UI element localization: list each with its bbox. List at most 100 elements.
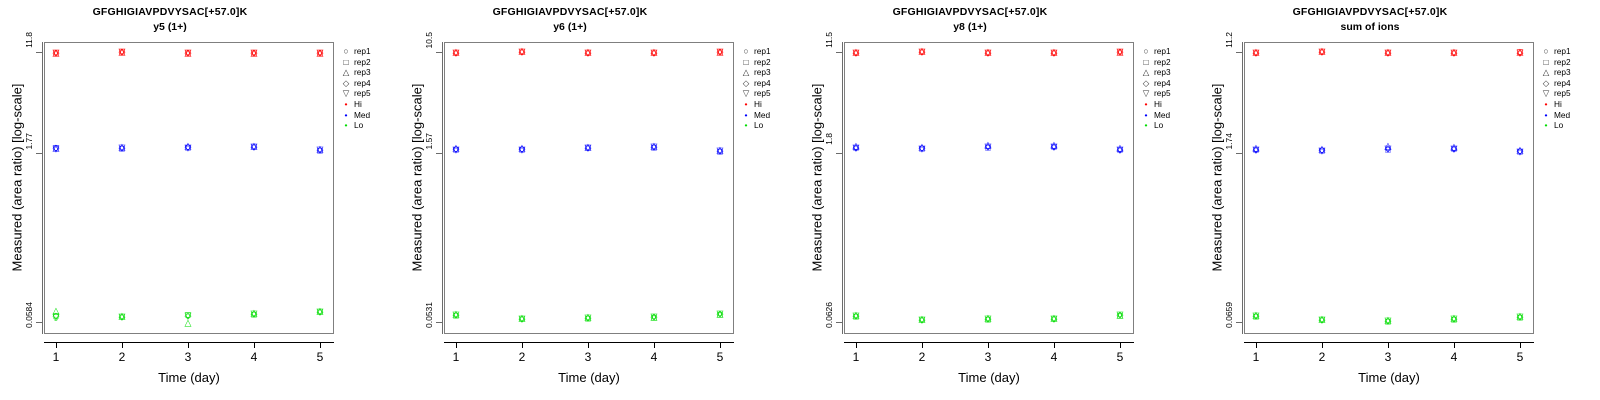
data-point: ◇ — [716, 145, 724, 156]
data-point: □ — [519, 313, 525, 324]
data-point: △ — [716, 144, 724, 155]
data-point: ◇ — [1252, 144, 1260, 155]
y-axis-tick-label: 1.8 — [824, 133, 834, 145]
data-point: ◇ — [584, 47, 592, 58]
y-axis-tick — [36, 153, 42, 155]
data-point: △ — [1050, 312, 1058, 323]
data-point: ▽ — [984, 141, 992, 152]
data-point: ▽ — [518, 144, 526, 155]
legend-item-rep2[interactable]: □ rep2 — [740, 57, 770, 68]
data-point: ▽ — [52, 47, 60, 58]
data-point: ▽ — [118, 142, 126, 153]
legend-item-hi[interactable]: • Hi — [340, 99, 371, 110]
data-point: ▽ — [1384, 315, 1392, 326]
x-axis-tick — [1520, 342, 1522, 348]
square-open-icon: □ — [343, 56, 349, 67]
legend-item-rep3[interactable]: △ rep3 — [740, 67, 771, 78]
data-point: □ — [985, 142, 991, 153]
data-point: □ — [651, 142, 657, 153]
data-point: ▽ — [316, 306, 324, 317]
legend-item-rep5[interactable]: ▽ rep5 — [1540, 88, 1571, 99]
legend-item-rep1[interactable]: ○ rep1 — [1140, 46, 1170, 57]
legend-item-rep4[interactable]: ◇ rep4 — [1540, 78, 1571, 89]
data-point: ▽ — [852, 142, 860, 153]
data-point: △ — [452, 308, 460, 319]
legend-item-rep3[interactable]: △ rep3 — [1140, 67, 1171, 78]
legend-item-rep3[interactable]: △ rep3 — [340, 67, 371, 78]
legend-item-lo[interactable]: • Lo — [740, 120, 771, 131]
legend-item-rep4[interactable]: ◇ rep4 — [740, 78, 771, 89]
legend-item-med[interactable]: • Med — [1540, 110, 1571, 121]
data-point: ○ — [1517, 47, 1523, 58]
legend-item-rep1[interactable]: ○ rep1 — [740, 46, 771, 57]
y-axis-tick — [36, 52, 42, 54]
data-point: ○ — [651, 311, 657, 322]
data-point: ○ — [53, 143, 59, 154]
legend-item-med[interactable]: • Med — [740, 110, 771, 121]
data-point: ▽ — [918, 314, 926, 325]
data-point: △ — [918, 45, 926, 56]
legend-item-label: rep1 — [754, 46, 771, 56]
data-point: ◇ — [118, 311, 126, 322]
x-axis-label: Time (day) — [958, 370, 1020, 385]
legend-item-rep4[interactable]: ◇ rep4 — [340, 78, 371, 89]
legend-item-rep2[interactable]: □ rep2 — [1140, 57, 1170, 68]
x-axis-tick-label: 4 — [250, 350, 258, 364]
data-point: △ — [852, 309, 860, 320]
legend-item-rep5[interactable]: ▽ rep5 — [1140, 88, 1171, 99]
data-point: ▽ — [852, 310, 860, 321]
data-point: ▽ — [584, 142, 592, 153]
x-axis-tick — [1454, 342, 1456, 348]
data-point: ○ — [853, 47, 859, 58]
data-point: ▽ — [1318, 46, 1326, 57]
legend-item-rep5[interactable]: ▽ rep5 — [740, 88, 771, 99]
legend-item-rep5[interactable]: ▽ rep5 — [340, 88, 371, 99]
data-point: ▽ — [1116, 309, 1124, 320]
legend-item-label: Med — [354, 109, 371, 120]
legend-item-hi[interactable]: • Hi — [740, 99, 771, 110]
data-point: △ — [918, 313, 926, 324]
data-point: △ — [118, 310, 126, 321]
data-point: □ — [853, 47, 859, 58]
legend-item-lo[interactable]: • Lo — [1540, 120, 1571, 131]
legend-item-rep2[interactable]: □ rep2 — [340, 56, 370, 68]
data-point: △ — [984, 312, 992, 323]
data-point: ◇ — [1450, 47, 1458, 58]
chart-legend: ○ rep1 □ rep2 △ rep3 ◇ rep4 ▽ rep5 • Hi • Med • Lo — [1140, 46, 1171, 131]
data-point: ◇ — [518, 46, 526, 57]
data-point: △ — [1516, 310, 1524, 321]
legend-item-lo[interactable]: • Lo — [1140, 120, 1171, 131]
data-point: ◇ — [184, 141, 192, 152]
data-point: ○ — [251, 308, 257, 319]
data-point: □ — [119, 311, 125, 322]
panel-title-block: GFGHIGIAVPDVYSAC[+57.0]K y8 (1+) — [800, 6, 1140, 34]
legend-item-label: rep2 — [1554, 56, 1571, 67]
data-point: △ — [52, 142, 60, 153]
legend-item-rep3[interactable]: △ rep3 — [1540, 67, 1571, 78]
legend-item-label: rep4 — [754, 77, 771, 88]
legend-item-rep4[interactable]: ◇ rep4 — [1140, 78, 1171, 89]
legend-item-hi[interactable]: • Hi — [1140, 99, 1171, 110]
legend-item-hi[interactable]: • Hi — [1540, 99, 1571, 110]
x-axis-label: Time (day) — [1358, 370, 1420, 385]
data-point: ◇ — [1318, 46, 1326, 57]
data-point: ◇ — [1050, 313, 1058, 324]
legend-item-med[interactable]: • Med — [1140, 110, 1171, 121]
legend-item-rep1[interactable]: ○ rep1 — [1540, 46, 1570, 57]
data-point: ▽ — [184, 310, 192, 321]
data-point: ○ — [717, 145, 723, 156]
legend-item-rep1[interactable]: ○ rep1 — [340, 46, 370, 57]
data-point: ○ — [651, 47, 657, 58]
data-point: □ — [185, 47, 191, 58]
legend-item-rep2[interactable]: □ rep2 — [1540, 56, 1571, 68]
legend-item-med[interactable]: • Med — [340, 110, 371, 121]
data-point: □ — [251, 141, 257, 152]
circle-open-icon: ○ — [743, 46, 749, 56]
legend-item-lo[interactable]: • Lo — [340, 120, 371, 131]
data-point: △ — [716, 308, 724, 319]
x-axis-tick — [1388, 342, 1390, 348]
data-point: △ — [852, 46, 860, 57]
triangle-up-open-icon: △ — [1142, 67, 1150, 78]
y-axis-tick-label: 0.0531 — [424, 302, 434, 328]
data-point: △ — [316, 305, 324, 316]
